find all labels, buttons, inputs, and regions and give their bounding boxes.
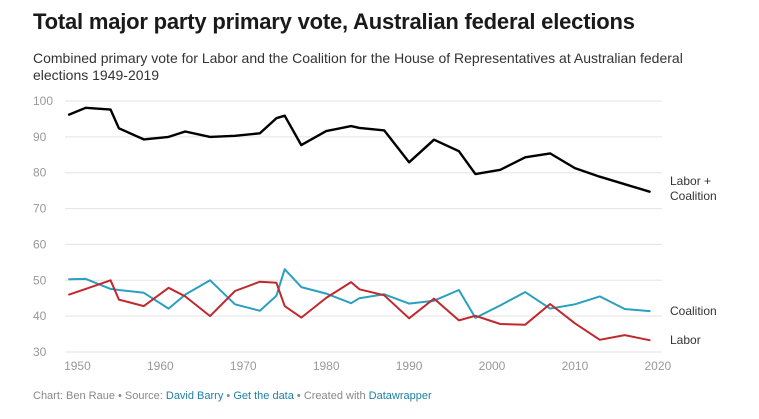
series-line-coalition: [68, 268, 651, 319]
x-tick-label: 1970: [230, 359, 257, 373]
y-tick-label: 80: [33, 166, 47, 180]
chart-title: Total major party primary vote, Australi…: [33, 9, 635, 34]
x-tick-label: 1990: [396, 359, 423, 373]
chart-subtitle: Combined primary vote for Labor and the …: [33, 50, 683, 83]
source-link[interactable]: David Barry: [165, 390, 224, 402]
x-tick-label: 1950: [64, 359, 91, 373]
datawrapper-link[interactable]: Datawrapper: [368, 390, 432, 402]
credit-author: Chart: Ben Raue: [33, 390, 115, 402]
series-line-labor: [68, 279, 651, 342]
series-label-line: Coalition: [670, 189, 717, 203]
y-tick-label: 30: [33, 345, 47, 359]
y-tick-label: 50: [33, 273, 47, 287]
y-axis-ticks: 30 40 50 60 70 80 90 100: [33, 94, 53, 359]
get-data-link[interactable]: Get the data: [233, 390, 294, 402]
x-axis-ticks: 1950 1960 1970 1980 1990 2000 2010 2020: [64, 359, 671, 373]
y-tick-label: 70: [33, 202, 47, 216]
y-tick-label: 40: [33, 309, 47, 323]
y-tick-label: 60: [33, 237, 47, 251]
x-tick-label: 1980: [313, 359, 340, 373]
series-label-line: Labor: [670, 333, 701, 347]
series-label-labor: Labor: [670, 333, 701, 347]
x-tick-label: 2020: [645, 359, 672, 373]
series-label-total: Labor + Coalition: [670, 174, 717, 203]
x-tick-label: 1960: [147, 359, 174, 373]
series-label-line: Labor +: [670, 174, 711, 188]
chart-footer: Chart: Ben Raue • Source: David Barry • …: [33, 390, 432, 402]
x-tick-label: 2000: [479, 359, 506, 373]
y-tick-label: 90: [33, 130, 47, 144]
series-line-total: [67, 106, 651, 193]
footer-separator: • Source:: [114, 390, 166, 402]
footer-separator: • Created with: [293, 390, 369, 402]
series-label-coalition: Coalition: [670, 304, 717, 318]
series-label-line: Coalition: [670, 304, 717, 318]
series-lines: [67, 106, 651, 342]
y-tick-label: 100: [33, 94, 53, 108]
x-tick-label: 2010: [562, 359, 589, 373]
footer-separator: •: [223, 390, 234, 402]
